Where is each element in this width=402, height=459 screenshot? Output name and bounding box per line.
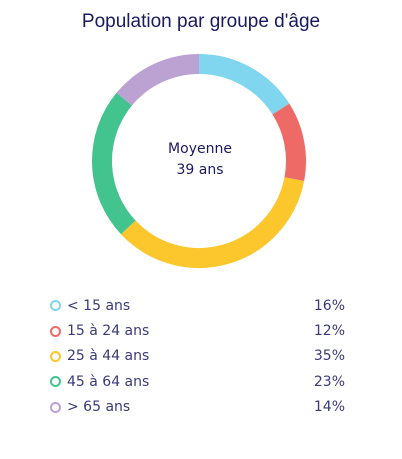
center-value: 39 ans — [176, 162, 224, 178]
legend-item: 25 à 44 ans 35% — [50, 344, 345, 369]
legend-label: 25 à 44 ans — [67, 348, 150, 365]
legend-marker-icon — [50, 325, 61, 337]
legend-value: 35% — [313, 348, 345, 365]
legend-marker-icon — [50, 300, 61, 312]
legend-value: 12% — [313, 323, 345, 340]
legend-marker-icon — [50, 350, 61, 362]
legend-value: 23% — [313, 373, 345, 390]
legend-label: < 15 ans — [67, 297, 131, 314]
legend-marker-icon — [50, 401, 61, 413]
donut-slice — [121, 177, 305, 268]
legend-value: 14% — [313, 399, 345, 416]
legend-label: 15 à 24 ans — [67, 323, 150, 340]
legend-item: > 65 ans 14% — [50, 395, 345, 420]
legend-value: 16% — [313, 297, 345, 314]
center-summary: Moyenne 39 ans — [141, 139, 259, 181]
legend: < 15 ans 16% 15 à 24 ans 12% 25 à 44 ans… — [50, 293, 345, 420]
donut-slice — [116, 54, 200, 106]
donut-chart — [92, 54, 306, 268]
legend-label: 45 à 64 ans — [67, 373, 150, 390]
legend-item: 45 à 64 ans 23% — [50, 369, 345, 394]
donut-slice — [92, 92, 136, 235]
legend-marker-icon — [50, 376, 61, 388]
center-label: Moyenne — [168, 141, 232, 157]
legend-item: 15 à 24 ans 12% — [50, 318, 345, 343]
donut-slice — [272, 103, 306, 182]
legend-label: > 65 ans — [67, 399, 131, 416]
legend-item: < 15 ans 16% — [50, 293, 345, 318]
chart-title: Population par groupe d'âge — [81, 11, 321, 32]
donut-slice — [198, 54, 290, 115]
